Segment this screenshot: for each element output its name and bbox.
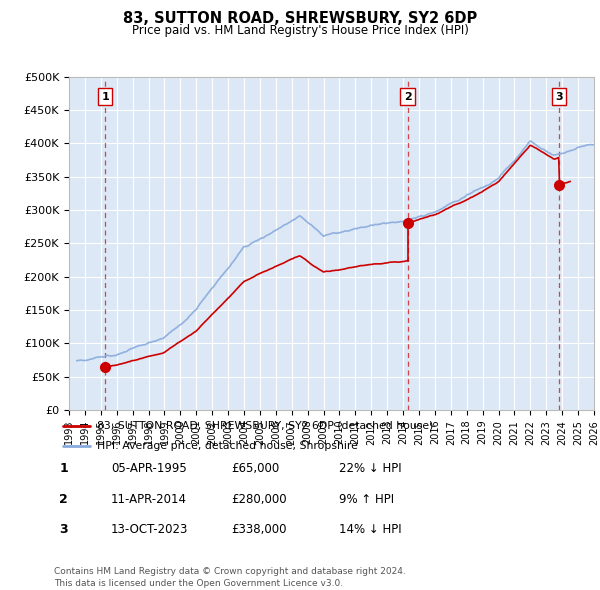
Text: 83, SUTTON ROAD, SHREWSBURY, SY2 6DP (detached house): 83, SUTTON ROAD, SHREWSBURY, SY2 6DP (de… bbox=[97, 421, 433, 431]
Text: 05-APR-1995: 05-APR-1995 bbox=[111, 462, 187, 475]
Text: 1: 1 bbox=[101, 91, 109, 101]
Text: 1: 1 bbox=[59, 462, 68, 475]
Text: £280,000: £280,000 bbox=[231, 493, 287, 506]
Text: 22% ↓ HPI: 22% ↓ HPI bbox=[339, 462, 401, 475]
Text: 2: 2 bbox=[404, 91, 412, 101]
Text: 3: 3 bbox=[59, 523, 68, 536]
Text: Contains HM Land Registry data © Crown copyright and database right 2024.
This d: Contains HM Land Registry data © Crown c… bbox=[54, 568, 406, 588]
Text: 9% ↑ HPI: 9% ↑ HPI bbox=[339, 493, 394, 506]
Text: £65,000: £65,000 bbox=[231, 462, 279, 475]
Text: Price paid vs. HM Land Registry's House Price Index (HPI): Price paid vs. HM Land Registry's House … bbox=[131, 24, 469, 37]
Text: £338,000: £338,000 bbox=[231, 523, 287, 536]
Text: 2: 2 bbox=[59, 493, 68, 506]
Text: 83, SUTTON ROAD, SHREWSBURY, SY2 6DP: 83, SUTTON ROAD, SHREWSBURY, SY2 6DP bbox=[123, 11, 477, 25]
Text: 14% ↓ HPI: 14% ↓ HPI bbox=[339, 523, 401, 536]
Text: 3: 3 bbox=[555, 91, 563, 101]
Text: HPI: Average price, detached house, Shropshire: HPI: Average price, detached house, Shro… bbox=[97, 441, 358, 451]
Text: 11-APR-2014: 11-APR-2014 bbox=[111, 493, 187, 506]
Text: 13-OCT-2023: 13-OCT-2023 bbox=[111, 523, 188, 536]
